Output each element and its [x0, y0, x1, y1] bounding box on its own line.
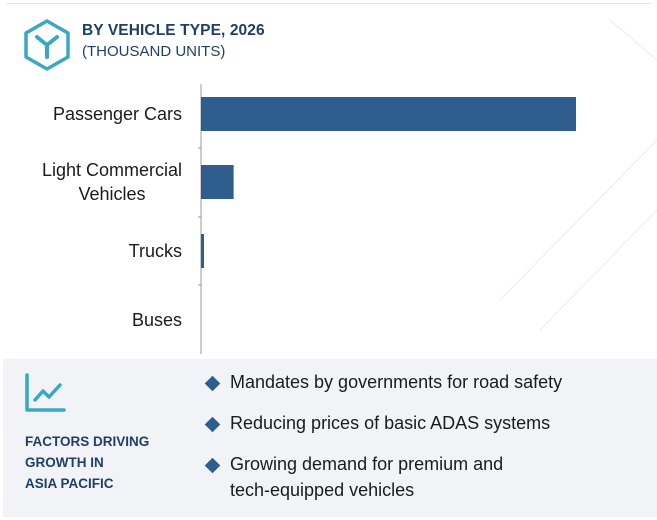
category-label-passenger-cars: Passenger Cars: [53, 102, 182, 126]
factors-title: FACTORS DRIVING GROWTH IN ASIA PACIFIC: [25, 431, 195, 494]
category-label-buses: Buses: [132, 308, 182, 332]
category-label-line: Trucks: [128, 241, 182, 261]
diamond-bullet-icon: [204, 375, 221, 392]
bar-light-commercial-vehicles: [201, 165, 234, 199]
category-label-line: Passenger Cars: [52, 104, 182, 124]
bar-passenger-cars: [201, 97, 576, 131]
chart-subtitle: (THOUSAND UNITS): [82, 43, 226, 60]
category-label-line: Light Commercial: [41, 160, 182, 180]
top-divider: [6, 3, 651, 4]
factor-item: Growing demand for premium and tech-equi…: [203, 451, 643, 503]
factors-title-line: GROWTH IN: [25, 455, 104, 470]
factor-text: Growing demand for premium and: [230, 454, 504, 474]
chart-title: BY VEHICLE TYPE, 2026: [82, 22, 265, 39]
segment-hexagon-icon: [24, 19, 70, 71]
factor-item: Reducing prices of basic ADAS systems: [203, 410, 643, 436]
factors-title-line: ASIA PACIFIC: [25, 476, 114, 491]
factors-title-line: FACTORS DRIVING: [25, 434, 150, 449]
category-label-line: Vehicles: [78, 184, 146, 204]
trend-chart-icon: [25, 373, 66, 412]
bar-trucks: [201, 234, 204, 268]
category-label-line: Buses: [131, 310, 182, 330]
growth-factors-panel: FACTORS DRIVING GROWTH IN ASIA PACIFIC M…: [3, 359, 657, 517]
chart-plot: [198, 84, 576, 354]
factor-text: Reducing prices of basic ADAS systems: [230, 413, 551, 433]
factor-item: Mandates by governments for road safety: [203, 369, 643, 395]
bar-chart: Passenger Cars Light Commercial Vehicles…: [0, 84, 657, 360]
factors-list: Mandates by governments for road safety …: [203, 369, 643, 518]
category-label-trucks: Trucks: [129, 239, 182, 263]
factor-text: tech-equipped vehicles: [230, 480, 415, 500]
diamond-bullet-icon: [204, 457, 221, 474]
category-label-light-commercial-vehicles: Light Commercial Vehicles: [42, 158, 182, 206]
factor-text: Mandates by governments for road safety: [230, 372, 563, 392]
diamond-bullet-icon: [204, 416, 221, 433]
title-block: BY VEHICLE TYPE, 2026 (THOUSAND UNITS): [82, 22, 412, 60]
